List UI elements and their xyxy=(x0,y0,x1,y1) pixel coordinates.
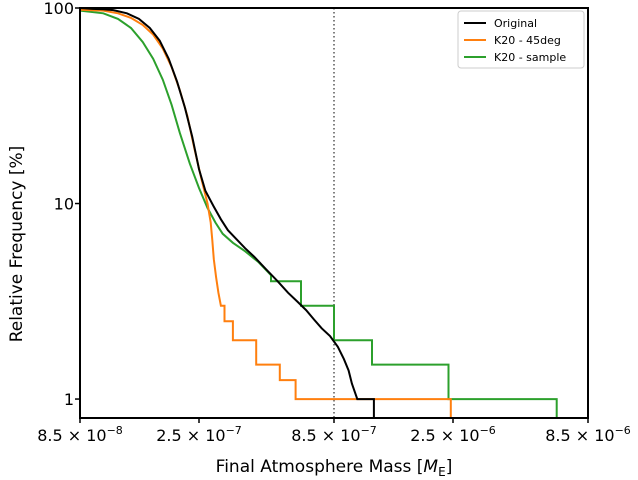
x-axis-label: Final Atmosphere Mass [ME] xyxy=(216,457,453,479)
series-line-k20-sample xyxy=(80,9,558,418)
axes: 8.5 × 10−8 2.5 × 10−7 8.5 × 10−7 2.5 × 10−6… xyxy=(37,0,631,445)
x-tick-label: 8.5 × 10−6 xyxy=(545,424,631,445)
x-tick-label: 8.5 × 10−8 xyxy=(37,424,123,445)
legend-label: K20 - sample xyxy=(494,51,566,64)
x-tick-label: 8.5 × 10−7 xyxy=(291,424,377,445)
x-tick-label: 2.5 × 10−7 xyxy=(156,424,242,445)
y-tick-label: 100 xyxy=(43,0,74,18)
series-line-original xyxy=(80,8,375,418)
plot-area xyxy=(80,8,558,418)
series-line-k20-45deg xyxy=(80,8,452,418)
legend-box xyxy=(457,10,585,69)
y-axis-label: Relative Frequency [%] xyxy=(7,146,27,343)
x-tick-label: 2.5 × 10−6 xyxy=(410,424,496,445)
legend-label: K20 - 45deg xyxy=(494,34,561,47)
y-tick-label: 10 xyxy=(54,195,74,214)
legend-label: Original xyxy=(494,17,537,30)
y-tick-label: 1 xyxy=(64,390,74,409)
legend: Original K20 - 45deg K20 - sample xyxy=(457,10,585,69)
